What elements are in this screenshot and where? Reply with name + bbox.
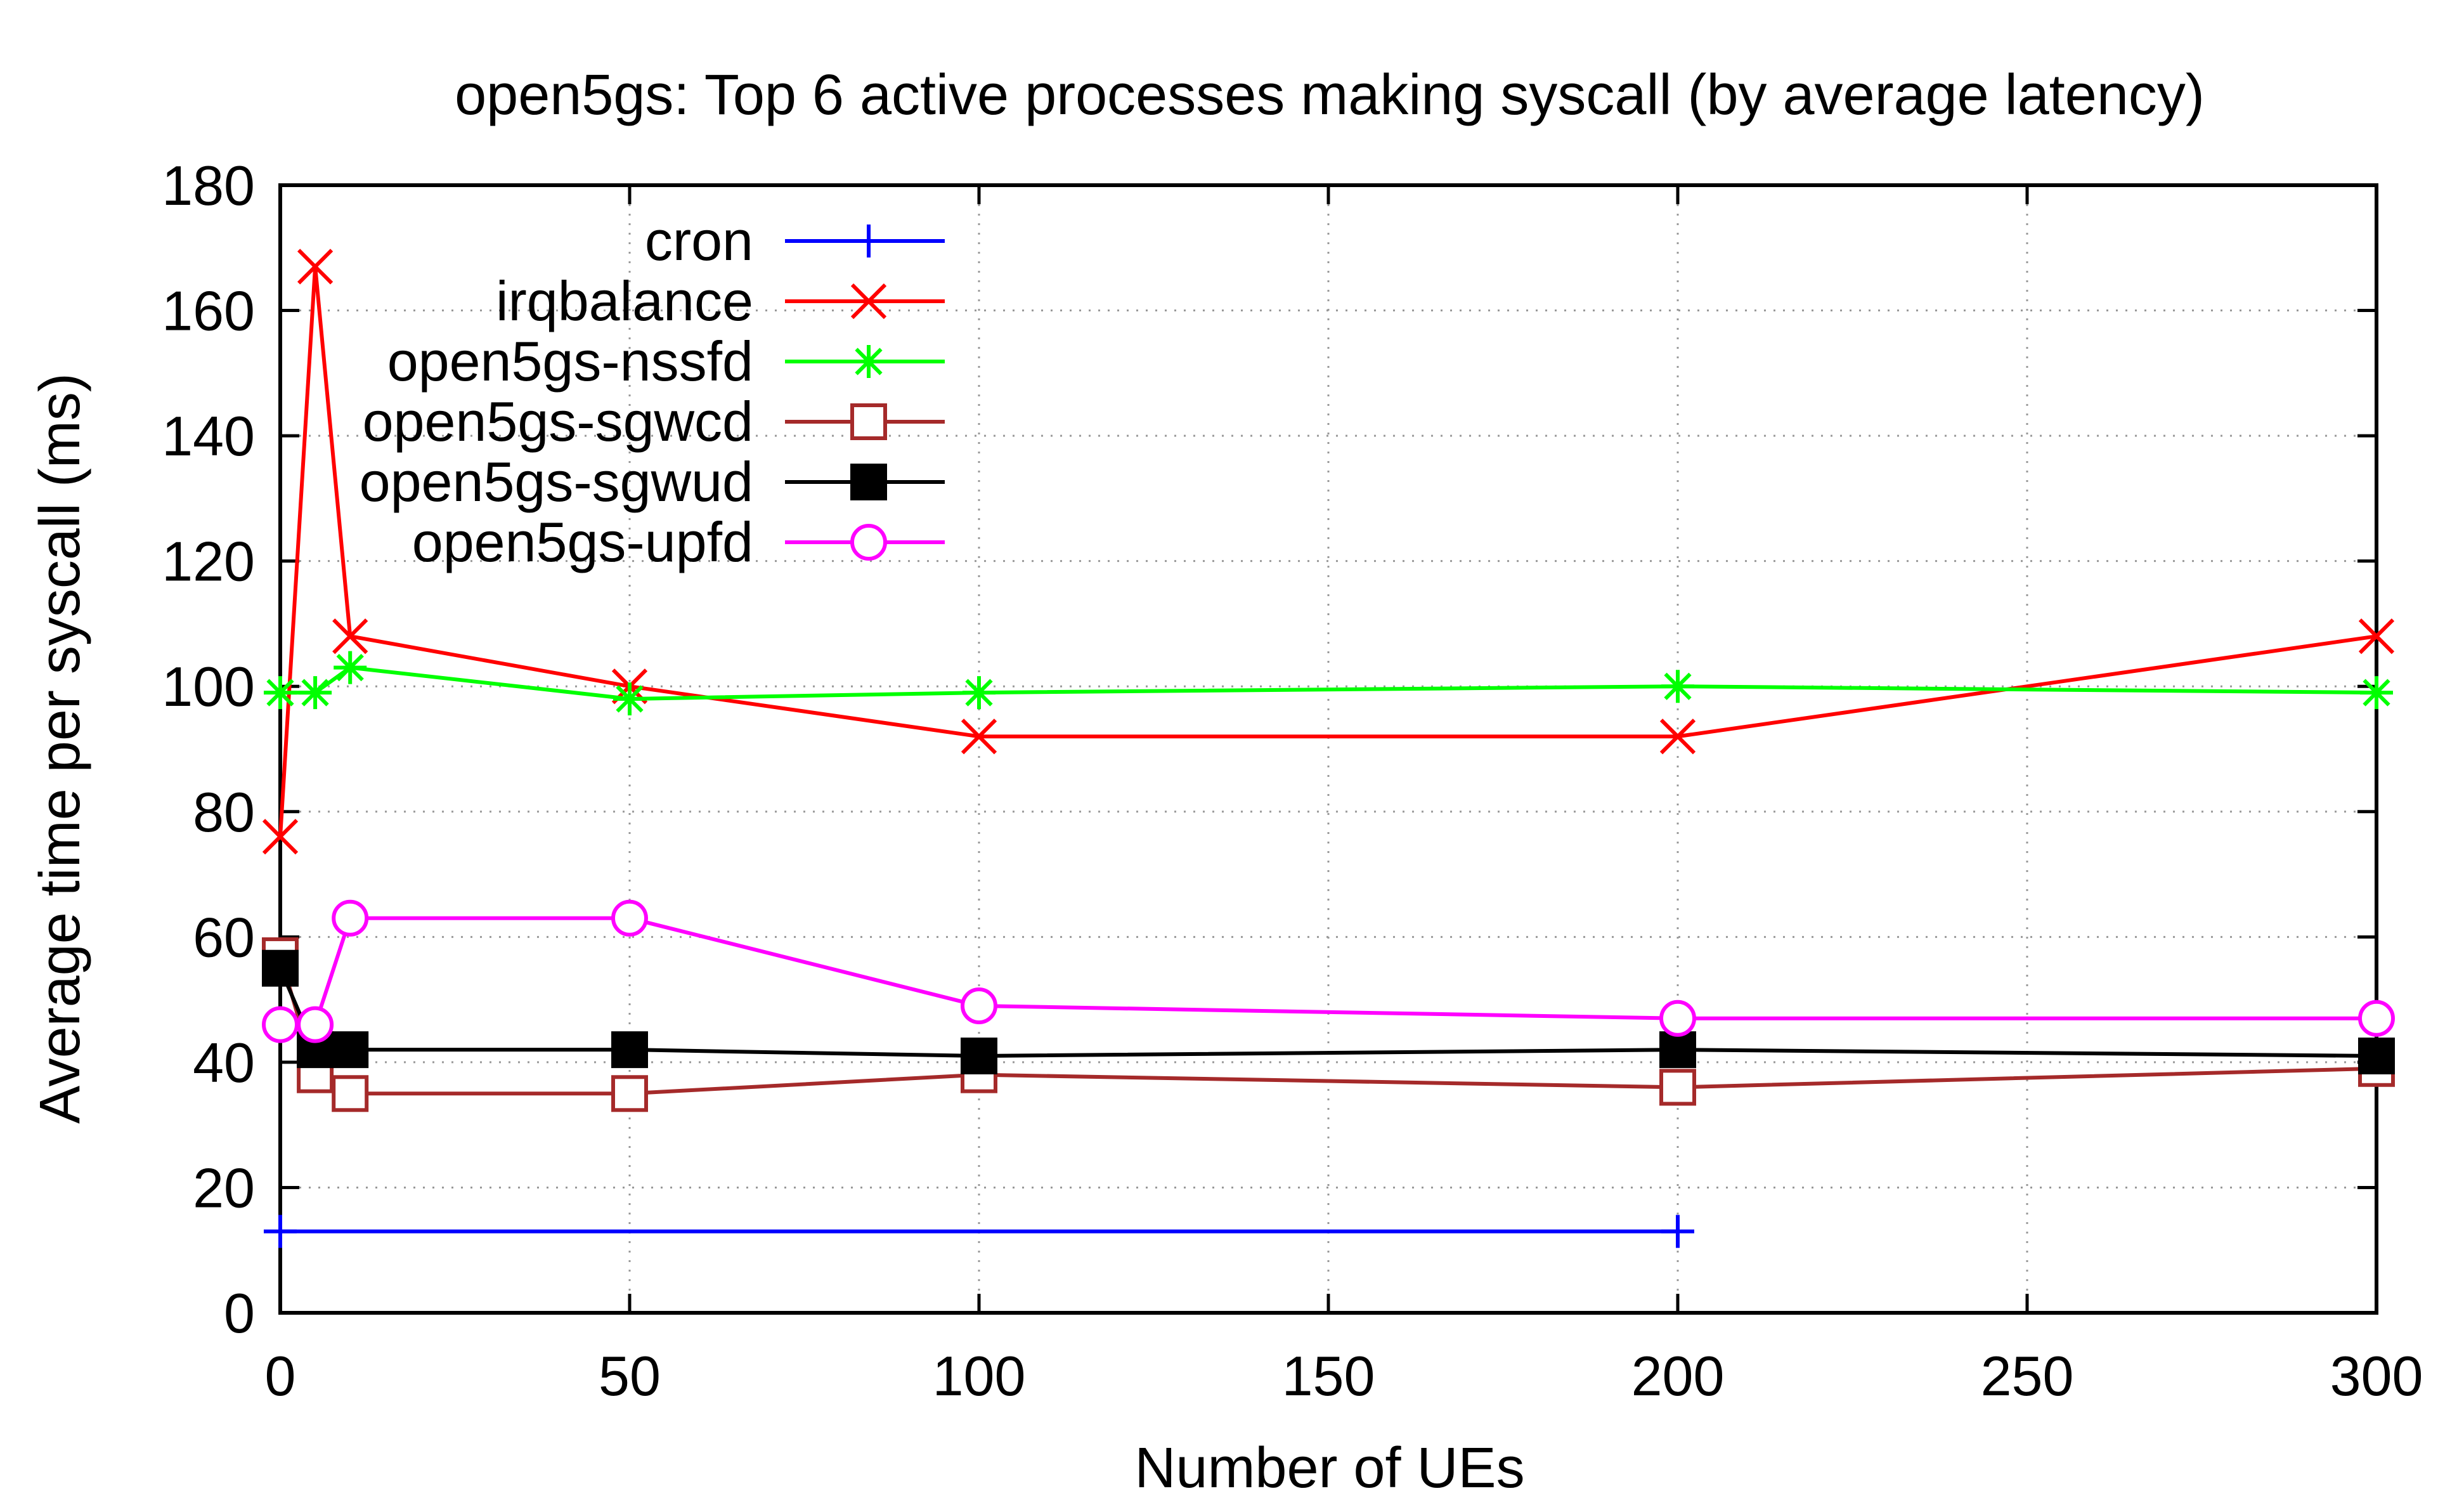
x-axis-label: Number of UEs (1134, 1436, 1524, 1498)
series-open5gs-nssfd (264, 651, 2393, 715)
data-point (1659, 1031, 1696, 1069)
series-line (280, 916, 2376, 1027)
data-point (852, 345, 885, 378)
y-tick-label: 40 (193, 1031, 255, 1094)
y-tick-label: 0 (224, 1282, 255, 1345)
legend-label: irqbalance (496, 270, 753, 332)
data-point (613, 682, 646, 715)
series-layer (262, 249, 2395, 1248)
y-tick-label: 100 (162, 655, 255, 718)
data-point (2358, 1038, 2395, 1075)
y-tick-label: 20 (193, 1156, 255, 1219)
legend-item: open5gs-sgwud (360, 450, 945, 513)
y-tick-label: 160 (162, 280, 255, 342)
y-tick-label: 180 (162, 154, 255, 217)
data-point (262, 1006, 299, 1043)
data-point (297, 249, 334, 285)
legend-item: open5gs-nssfd (387, 330, 945, 393)
data-point (334, 651, 367, 684)
data-point (264, 676, 297, 710)
data-point (1661, 1215, 1694, 1248)
legend-item: open5gs-upfd (412, 511, 945, 573)
legend-label: open5gs-sgwud (360, 450, 753, 513)
data-point (299, 676, 332, 710)
x-tick-label: 50 (599, 1345, 661, 1407)
y-tick-label: 60 (193, 906, 255, 968)
data-point (332, 899, 369, 937)
x-tick-label: 100 (933, 1345, 1026, 1407)
legend-item: open5gs-sgwcd (363, 390, 945, 453)
data-point (1661, 670, 1694, 703)
data-point (850, 403, 887, 440)
data-point (850, 524, 887, 561)
data-point (332, 1075, 369, 1112)
y-axis-label: Average time per syscall (ms) (29, 373, 92, 1124)
data-point (850, 464, 887, 500)
data-point (611, 899, 648, 937)
y-tick-label: 120 (162, 530, 255, 593)
data-point (852, 225, 885, 257)
legend-label: cron (645, 209, 753, 272)
data-point (262, 949, 299, 987)
x-tick-label: 250 (1981, 1345, 2074, 1407)
data-point (961, 719, 997, 755)
data-point (262, 819, 299, 855)
series-cron (264, 1215, 1694, 1248)
data-point (1659, 1000, 1696, 1037)
data-point (2360, 676, 2393, 710)
legend: cronirqbalanceopen5gs-nssfdopen5gs-sgwcd… (360, 209, 945, 573)
data-point (264, 1215, 297, 1248)
legend-label: open5gs-upfd (412, 511, 753, 573)
chart-title: open5gs: Top 6 active processes making s… (455, 63, 2205, 127)
x-tick-label: 0 (265, 1345, 296, 1407)
series-open5gs-sgwcd (262, 937, 2395, 1112)
y-tick-label: 140 (162, 405, 255, 467)
axis-ticks: 0 20 40 60 80 100 120 140 160 180 0 50 100 150 200 250 3… (162, 154, 2423, 1407)
data-point (963, 676, 995, 710)
series-open5gs-sgwud (262, 949, 2395, 1075)
data-point (850, 283, 887, 320)
legend-item: cron (645, 209, 945, 272)
grid (280, 185, 2376, 1313)
data-point (1659, 1069, 1696, 1106)
data-point (2358, 1000, 2395, 1037)
x-tick-label: 200 (1631, 1345, 1725, 1407)
legend-item: irqbalance (496, 270, 945, 332)
x-tick-label: 300 (2330, 1345, 2423, 1407)
y-tick-label: 80 (193, 781, 255, 843)
data-point (297, 1006, 334, 1043)
data-point (2358, 618, 2395, 655)
series-open5gs-upfd (262, 899, 2395, 1043)
data-point (961, 1038, 997, 1075)
data-point (332, 1031, 369, 1069)
data-point (611, 1031, 648, 1069)
data-point (1659, 719, 1696, 755)
data-point (611, 1075, 648, 1112)
legend-label: open5gs-sgwcd (363, 390, 753, 453)
data-point (961, 987, 997, 1024)
legend-label: open5gs-nssfd (387, 330, 753, 393)
x-tick-label: 150 (1282, 1345, 1375, 1407)
data-point (332, 618, 368, 655)
